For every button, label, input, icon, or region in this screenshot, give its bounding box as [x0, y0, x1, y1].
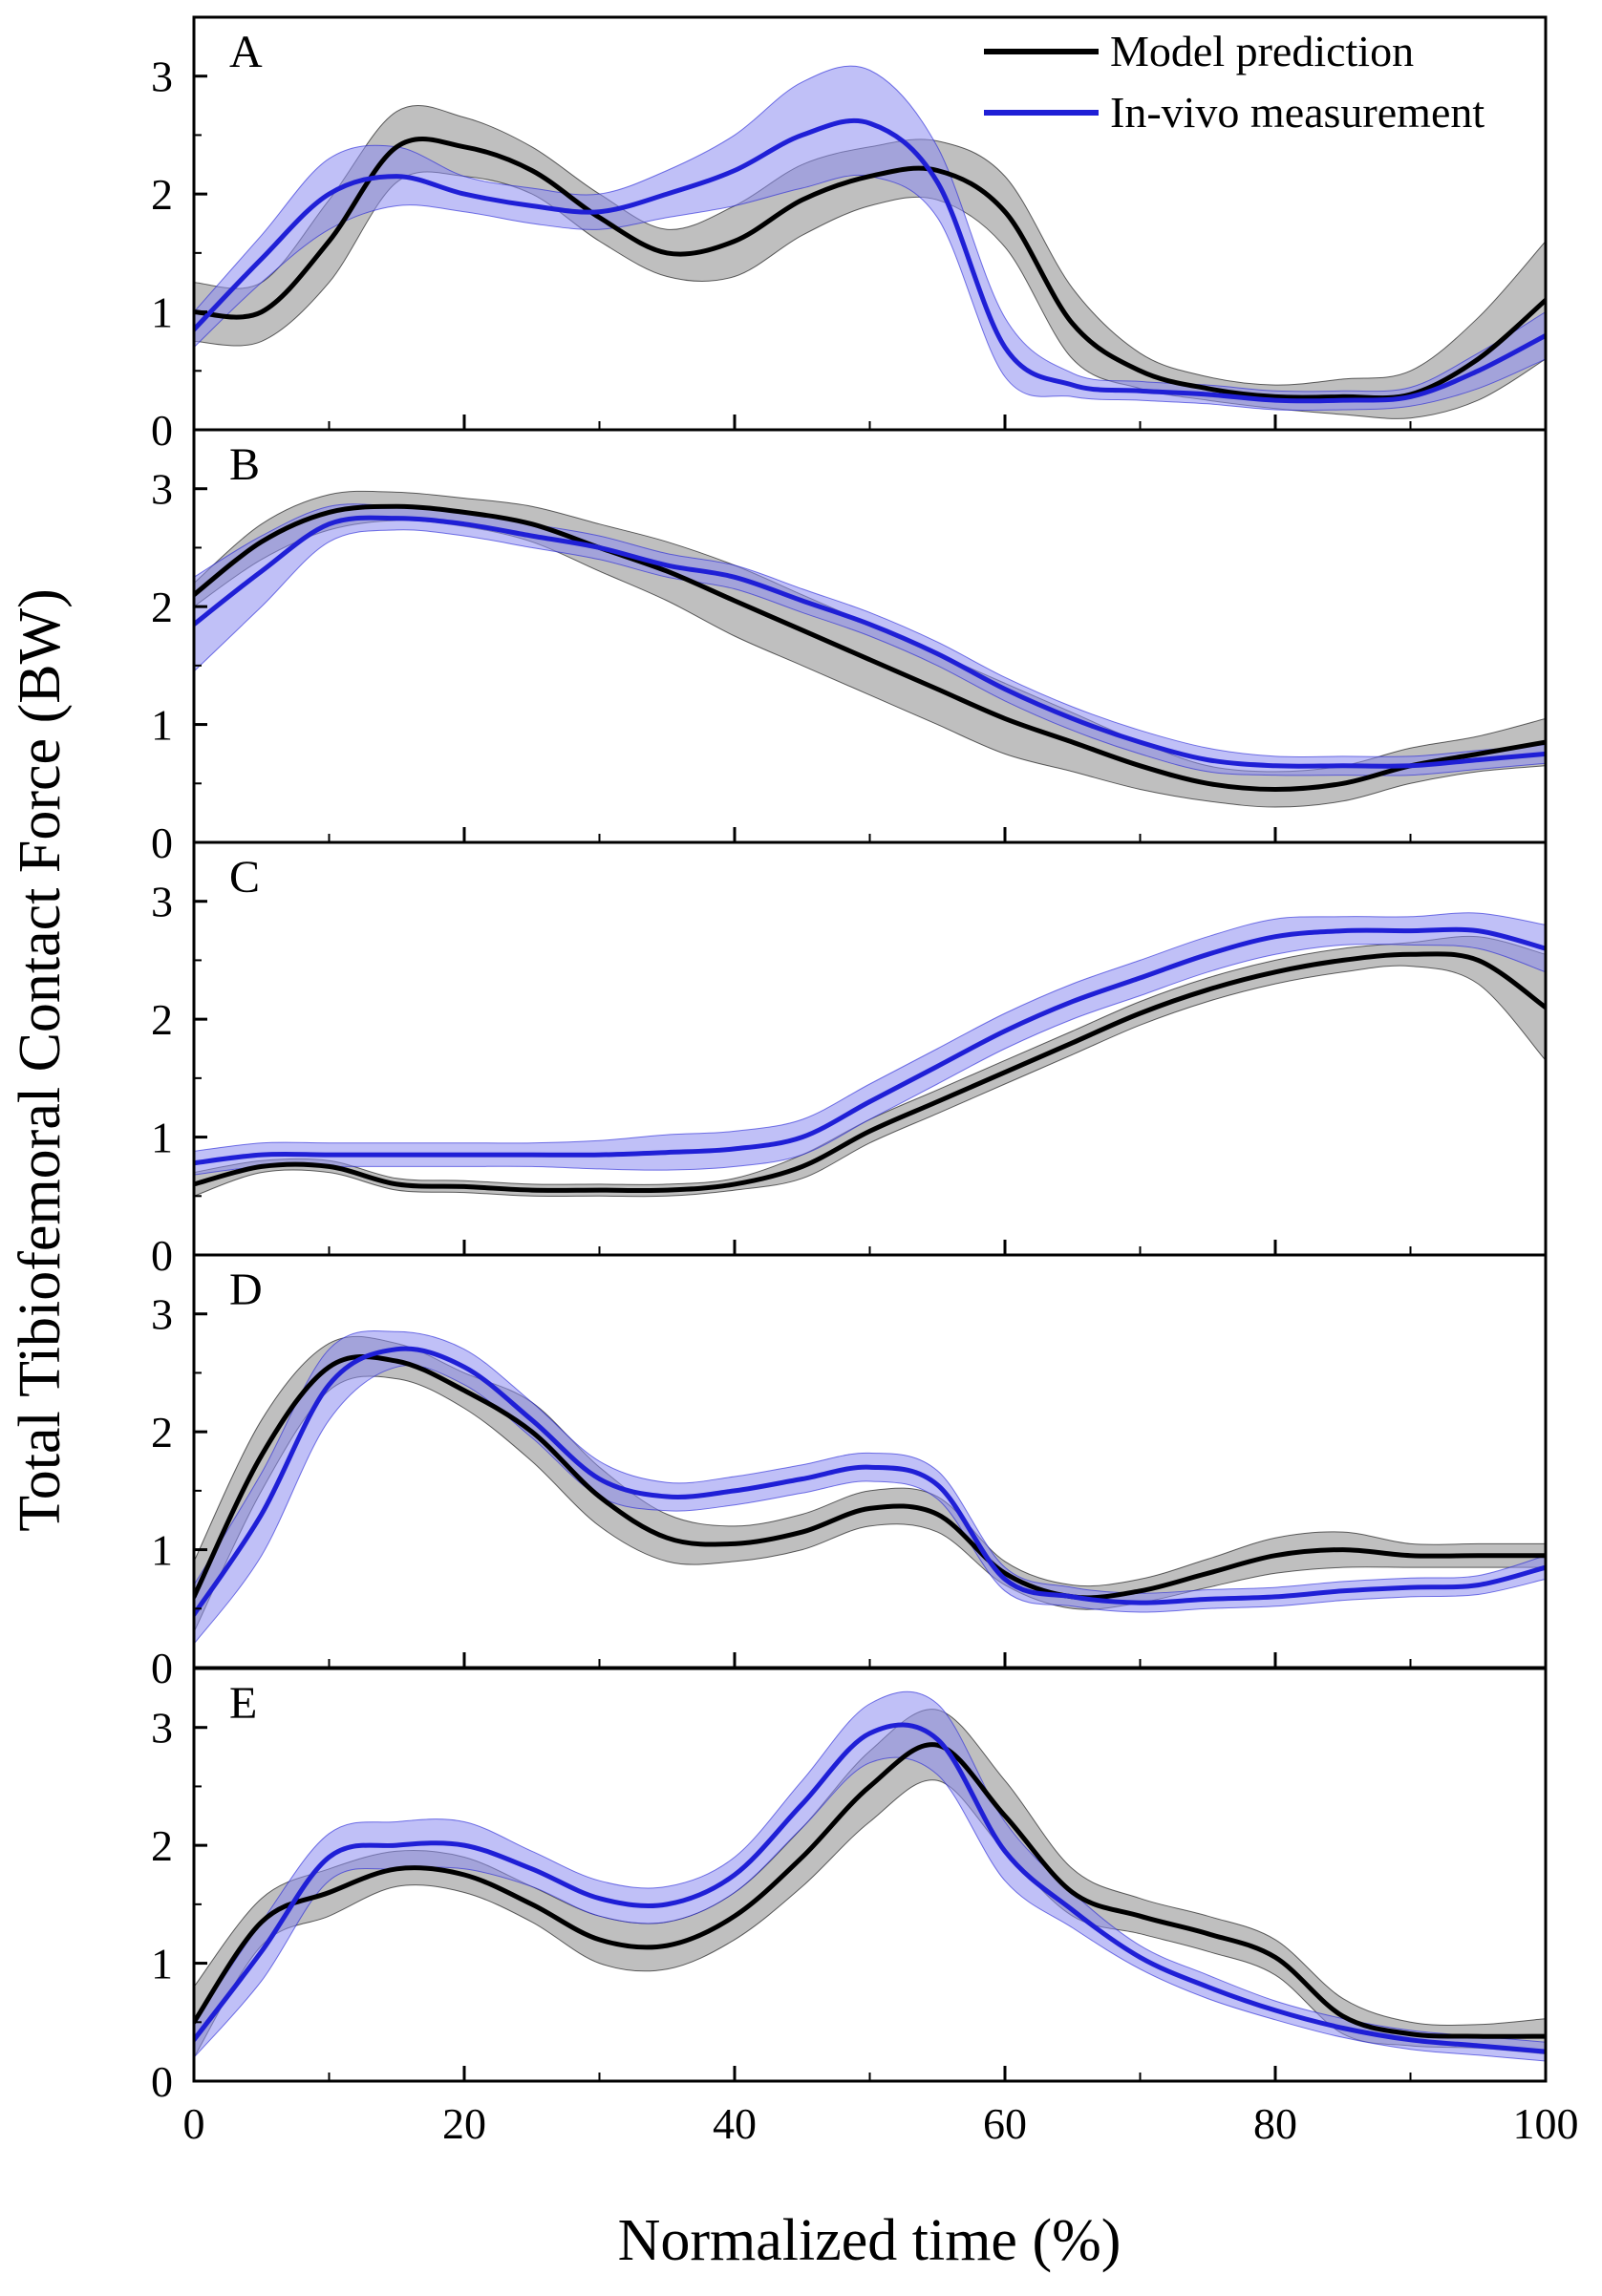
y-tick-label: 1 — [151, 1114, 173, 1162]
panel-c-measure-line — [194, 926, 1546, 1166]
panel-b-measure-line — [194, 515, 1546, 769]
panel-d: 0 1 2 3 D — [151, 1253, 1548, 1692]
panel-letter: E — [229, 1678, 257, 1729]
panel-e: 0 1 2 3 E — [151, 1667, 1548, 2106]
x-tick-label: 80 — [1253, 2099, 1297, 2148]
y-tick-label: 2 — [151, 170, 173, 219]
y-tick-label: 0 — [151, 1231, 173, 1280]
y-tick-label: 1 — [151, 701, 173, 750]
panel-d-measure-line — [194, 1346, 1546, 1617]
y-tick-label: 1 — [151, 1940, 173, 1988]
legend-model-label: Model prediction — [1110, 27, 1414, 75]
panel-b-model-line — [194, 503, 1546, 792]
panel-letter: B — [229, 439, 260, 490]
y-tick-label: 3 — [151, 53, 173, 101]
panels-group: 0 1 2 3 A 0 1 2 3 B 0 1 2 3 C 0 1 2 3 D 0 1 2 3 E — [151, 15, 1548, 2106]
x-tick-label: 40 — [713, 2099, 757, 2148]
panel-a-model-line — [194, 137, 1546, 401]
y-tick-label: 0 — [151, 818, 173, 867]
y-tick-label: 3 — [151, 1290, 173, 1339]
y-tick-label: 3 — [151, 465, 173, 514]
y-tick-label: 1 — [151, 1526, 173, 1575]
y-tick-label: 2 — [151, 995, 173, 1044]
panel-plot-area — [194, 65, 1546, 419]
legend: Model prediction In-vivo measurement — [984, 27, 1485, 137]
y-tick-label: 2 — [151, 1821, 173, 1870]
panel-c-measure-sd-band — [194, 912, 1546, 1176]
panel-c: 0 1 2 3 C — [151, 840, 1548, 1280]
y-tick-label: 2 — [151, 583, 173, 631]
y-tick-label: 2 — [151, 1408, 173, 1456]
x-tick-label: 60 — [983, 2099, 1027, 2148]
panel-letter: C — [229, 852, 260, 903]
panel-e-model-line — [194, 1742, 1546, 2039]
y-tick-label: 1 — [151, 288, 173, 337]
panel-plot-area — [194, 490, 1546, 808]
y-tick-label: 0 — [151, 406, 173, 455]
x-tick-label: 0 — [183, 2099, 205, 2148]
panel-plot-area — [194, 1330, 1546, 1646]
panel-frame — [192, 840, 1548, 1257]
y-tick-label: 0 — [151, 2057, 173, 2106]
legend-measure-label: In-vivo measurement — [1110, 88, 1485, 137]
panel-letter: D — [229, 1265, 263, 1315]
panel-plot-area — [194, 912, 1546, 1198]
panel-plot-area — [194, 1690, 1546, 2062]
y-tick-label: 3 — [151, 1704, 173, 1753]
y-tick-label: 0 — [151, 1644, 173, 1692]
x-tick-labels: 0 20 40 60 80 100 — [183, 2099, 1579, 2148]
panel-letter: A — [229, 27, 263, 77]
x-tick-label: 100 — [1513, 2099, 1579, 2148]
panel-c-model-line — [194, 951, 1546, 1194]
panel-b-model-sd-band — [194, 490, 1546, 808]
x-axis-title: Normalized time (%) — [618, 2208, 1121, 2273]
panel-a-measure-sd-band — [194, 65, 1546, 412]
panel-a-measure-line — [194, 117, 1546, 404]
panel-e-measure-line — [194, 1722, 1546, 2054]
panel-d-model-line — [194, 1354, 1546, 1601]
y-tick-label: 3 — [151, 878, 173, 926]
panel-b: 0 1 2 3 B — [151, 428, 1548, 867]
panel-a: 0 1 2 3 A — [151, 15, 1548, 455]
x-tick-label: 20 — [442, 2099, 486, 2148]
y-axis-title: Total Tibiofemoral Contact Force (BW) — [8, 588, 73, 1532]
